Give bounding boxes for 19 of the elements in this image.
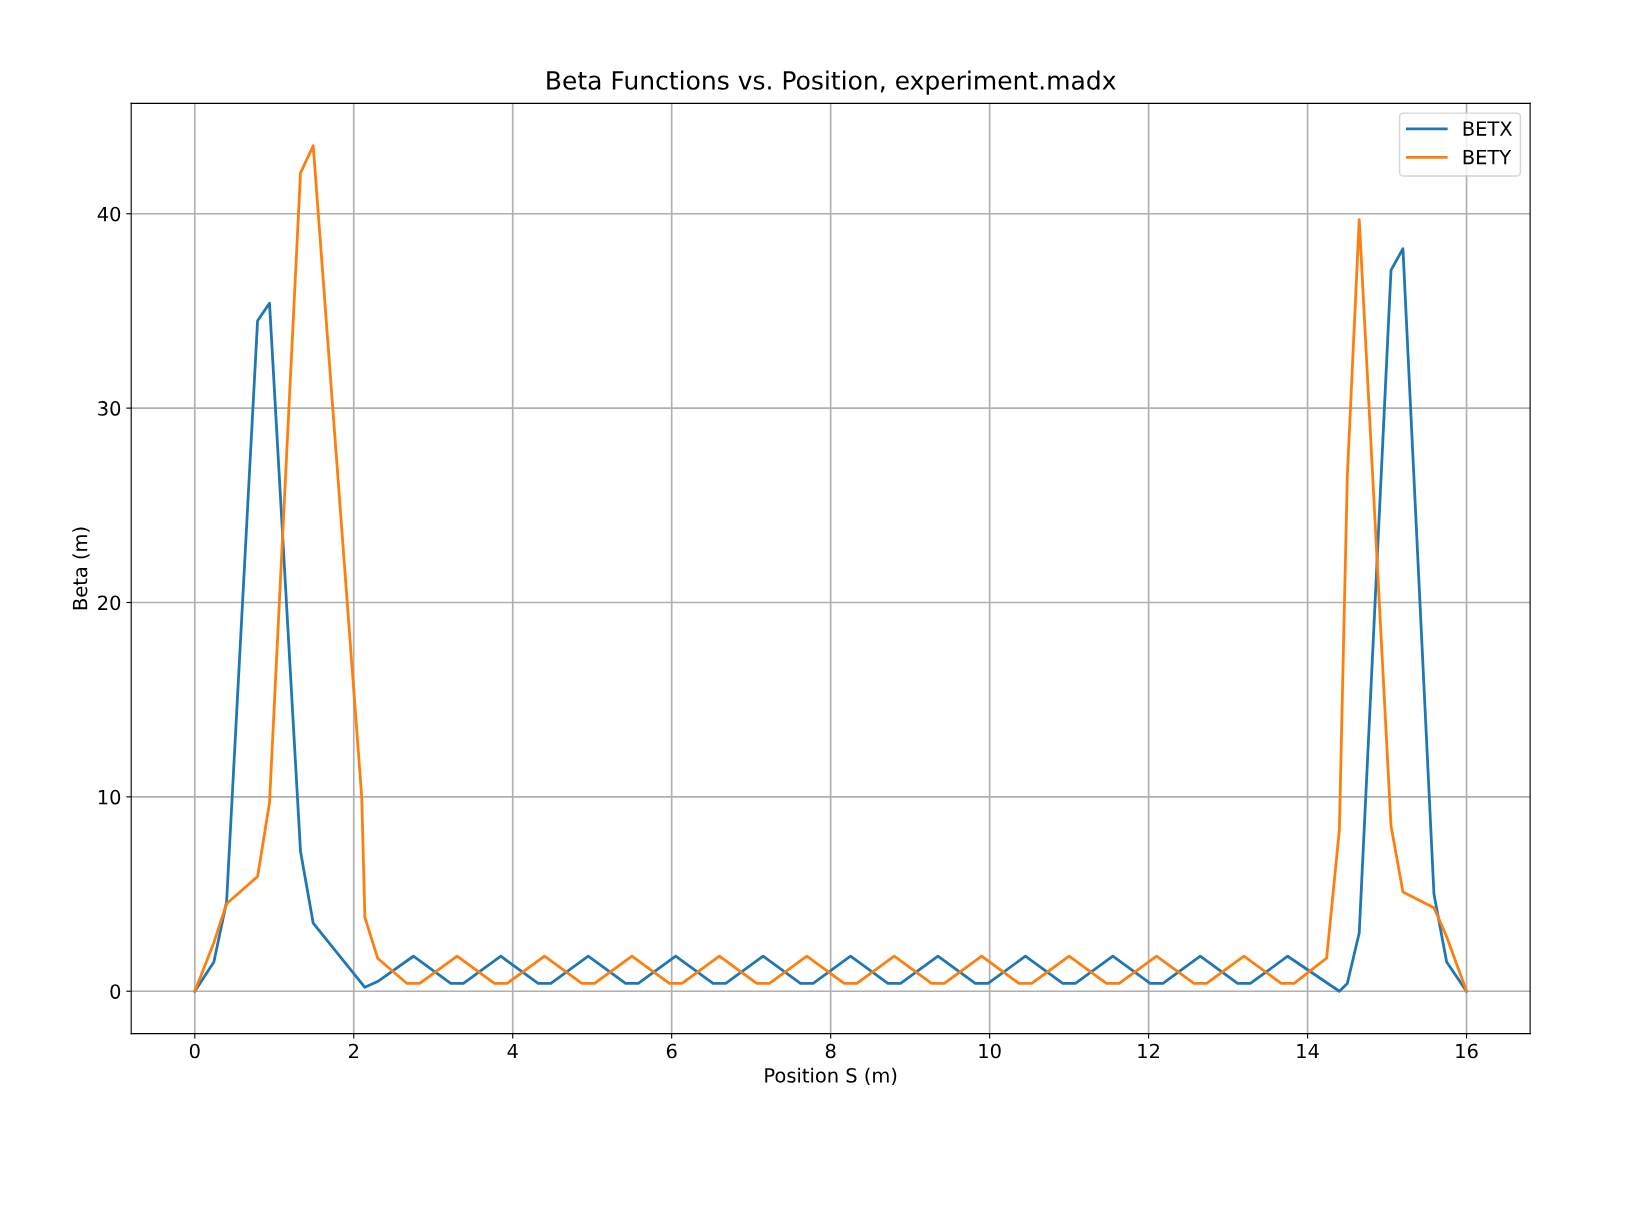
y-axis-title: Beta (m) [72, 527, 90, 610]
x-tick-label: 0 [189, 1043, 200, 1059]
legend-label: BETY [1463, 150, 1512, 165]
y-tick-label: 10 [98, 789, 121, 805]
y-tick-label: 40 [97, 206, 121, 222]
x-tick-label: 2 [348, 1043, 358, 1059]
y-tick-label: 20 [98, 595, 121, 611]
x-axis-title: Position S (m) [765, 1067, 897, 1086]
legend-label: BETX [1463, 121, 1513, 136]
x-tick-label: 14 [1297, 1043, 1319, 1059]
x-tick-label: 8 [825, 1043, 836, 1059]
x-tick-label: 12 [1138, 1043, 1160, 1059]
x-tick-label: 16 [1456, 1043, 1478, 1059]
x-tick-label: 6 [666, 1043, 677, 1059]
x-tick-label: 10 [979, 1043, 1001, 1059]
y-tick-label: 30 [98, 401, 121, 416]
x-tick-label: 4 [507, 1043, 518, 1059]
y-tick-label: 0 [110, 984, 121, 999]
chart-title: Beta Functions vs. Position, experiment.madx [547, 70, 1116, 95]
